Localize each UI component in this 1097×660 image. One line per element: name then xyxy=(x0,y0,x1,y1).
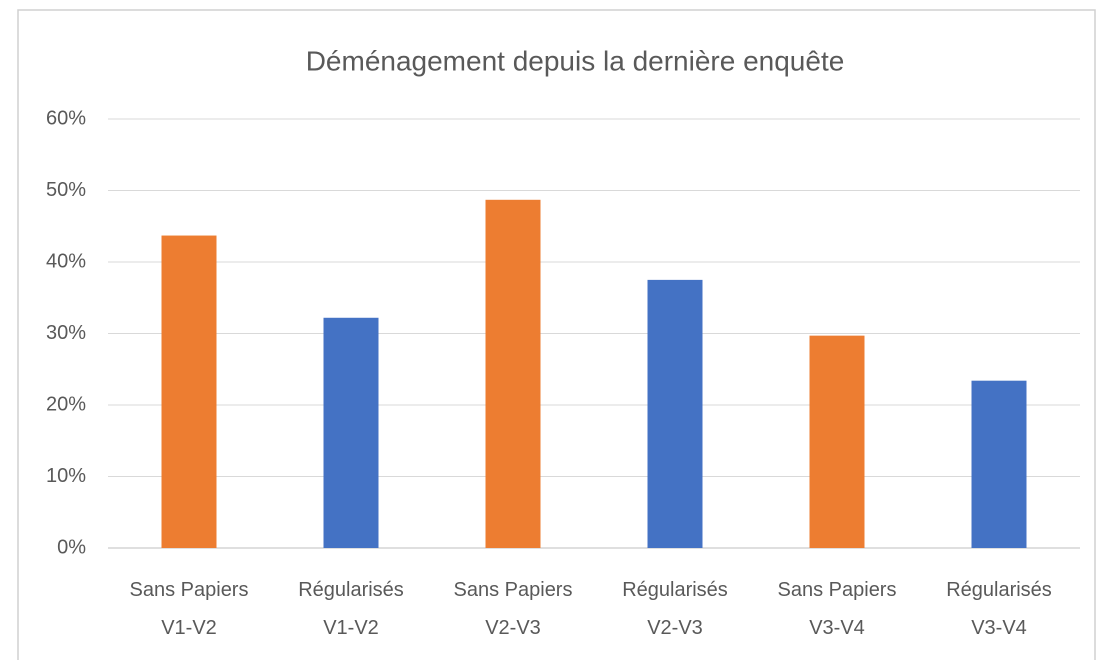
y-tick-label: 30% xyxy=(46,322,86,344)
y-tick-label: 60% xyxy=(46,107,86,129)
bar xyxy=(161,235,217,549)
x-tick-label: Régularisés V1-V2 xyxy=(298,579,404,639)
bar xyxy=(323,317,379,548)
y-tick-label: 20% xyxy=(46,393,86,415)
x-tick-label: Régularisés V2-V3 xyxy=(622,579,728,639)
y-tick-label: 0% xyxy=(57,536,86,558)
y-tick-label: 40% xyxy=(46,250,86,272)
y-tick-label: 10% xyxy=(46,465,86,487)
x-tick-label: Sans Papiers V3-V4 xyxy=(777,579,897,639)
bar xyxy=(971,380,1027,548)
x-tick-label: Sans Papiers V1-V2 xyxy=(129,579,249,639)
bar xyxy=(485,199,541,549)
chart-title: Déménagement depuis la dernière enquête xyxy=(306,45,845,76)
bar xyxy=(647,279,703,548)
x-tick-label: Sans Papiers V2-V3 xyxy=(453,579,573,639)
x-tick-label: Régularisés V3-V4 xyxy=(946,579,1052,639)
y-tick-label: 50% xyxy=(46,179,86,201)
bar xyxy=(809,335,865,548)
